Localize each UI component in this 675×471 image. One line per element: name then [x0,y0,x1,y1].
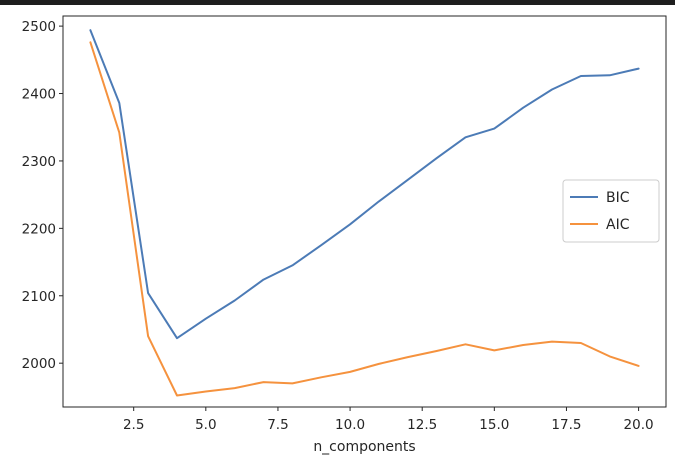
y-tick-label: 2000 [22,356,56,372]
x-tick-label: 15.0 [479,417,509,433]
legend: BIC AIC [562,179,660,243]
y-tick-label: 2200 [22,221,56,237]
x-tick-label: 20.0 [624,417,654,433]
y-tick-label: 2300 [22,154,56,170]
x-tick-label: 10.0 [335,417,365,433]
x-tick-label: 7.5 [267,417,288,433]
y-tick-label: 2400 [22,87,56,103]
plot-area-frame [62,15,667,408]
series-layer [89,29,640,397]
y-tick-label: 2500 [22,19,56,35]
legend-label-bic: BIC [606,190,630,206]
y-axis-ticks: 2000 2100 2200 2300 2400 2500 [22,19,63,372]
x-axis-label: n_components [313,439,415,455]
y-tick-label: 2100 [22,289,56,305]
series-line-aic [89,41,640,397]
legend-label-aic: AIC [606,217,630,233]
legend-box [562,179,660,243]
x-tick-label: 2.5 [123,417,144,433]
x-axis-ticks: 2.5 5.0 7.5 10.0 12.5 15.0 17.5 20.0 [123,407,654,433]
x-tick-label: 5.0 [195,417,216,433]
x-tick-label: 12.5 [407,417,437,433]
series-line-bic [89,29,640,340]
x-tick-label: 17.5 [551,417,581,433]
window-top-strip [0,0,675,5]
